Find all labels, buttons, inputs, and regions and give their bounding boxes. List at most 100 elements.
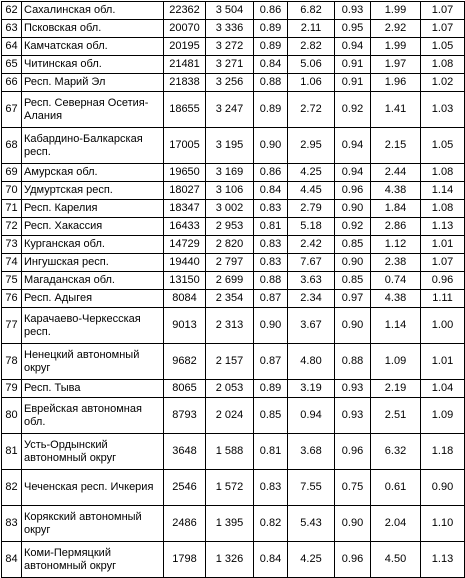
value-1-cell: 8084	[163, 289, 206, 308]
value-6-cell: 1.99	[370, 37, 421, 56]
region-name-cell: Усть-Ордынский автономный округ	[21, 433, 164, 470]
value-1-cell: 1798	[163, 541, 206, 578]
table-row: 67 Респ. Северная Осетия-Алания 18655 3 247…	[1, 91, 465, 128]
value-4-cell: 3.67	[287, 307, 335, 344]
value-3-cell: 0.90	[253, 307, 288, 344]
table-row: 75 Магаданская обл. 13150 2 699 0.88 3.63 0.85…	[1, 271, 465, 290]
value-7-cell: 1.01	[420, 235, 465, 254]
value-6-cell: 0.74	[370, 271, 421, 290]
value-7-cell: 1.01	[420, 343, 465, 380]
table-row: 82 Чеченская респ. Ичкерия 2546 1 572 0.83 7.…	[1, 469, 465, 506]
value-7-cell: 0.90	[420, 469, 465, 506]
value-5-cell: 0.94	[334, 37, 371, 56]
region-name-cell: Удмуртская респ.	[21, 181, 164, 200]
value-7-cell: 1.07	[420, 253, 465, 272]
value-3-cell: 0.83	[253, 469, 288, 506]
value-3-cell: 0.81	[253, 433, 288, 470]
value-7-cell: 1.18	[420, 433, 465, 470]
table-row: 65 Читинская обл. 21481 3 271 0.84 5.06 0.91 1.…	[1, 55, 465, 74]
row-number-cell: 75	[1, 271, 22, 290]
value-2-cell: 2 699	[205, 271, 254, 290]
value-4-cell: 6.82	[287, 1, 335, 20]
value-6-cell: 1.12	[370, 235, 421, 254]
value-7-cell: 1.08	[420, 55, 465, 74]
value-6-cell: 2.51	[370, 397, 421, 434]
value-7-cell: 1.09	[420, 397, 465, 434]
value-1-cell: 13150	[163, 271, 206, 290]
region-name-cell: Камчатская обл.	[21, 37, 164, 56]
value-4-cell: 3.68	[287, 433, 335, 470]
value-5-cell: 0.94	[334, 127, 371, 164]
value-6-cell: 1.41	[370, 91, 421, 128]
value-3-cell: 0.83	[253, 199, 288, 218]
value-6-cell: 4.50	[370, 541, 421, 578]
value-3-cell: 0.89	[253, 379, 288, 398]
value-4-cell: 3.19	[287, 379, 335, 398]
value-3-cell: 0.85	[253, 397, 288, 434]
value-4-cell: 2.72	[287, 91, 335, 128]
region-name-cell: Чеченская респ. Ичкерия	[21, 469, 164, 506]
region-name-cell: Псковская обл.	[21, 19, 164, 38]
value-5-cell: 0.93	[334, 379, 371, 398]
value-3-cell: 0.87	[253, 289, 288, 308]
value-5-cell: 0.95	[334, 19, 371, 38]
value-2-cell: 2 024	[205, 397, 254, 434]
value-2-cell: 1 588	[205, 433, 254, 470]
region-name-cell: Карачаево-Черкесская респ.	[21, 307, 164, 344]
value-7-cell: 1.13	[420, 541, 465, 578]
table-row: 81 Усть-Ордынский автономный округ 3648 1 5…	[1, 433, 465, 470]
value-3-cell: 0.86	[253, 1, 288, 20]
table-row: 72 Респ. Хакассия 16433 2 953 0.81 5.18 0.92 2.…	[1, 217, 465, 236]
row-number-cell: 82	[1, 469, 22, 506]
value-3-cell: 0.87	[253, 343, 288, 380]
region-name-cell: Еврейская автономная обл.	[21, 397, 164, 434]
table-row: 62 Сахалинская обл. 22362 3 504 0.86 6.82 0.93…	[1, 1, 465, 20]
region-name-cell: Читинская обл.	[21, 55, 164, 74]
value-6-cell: 1.96	[370, 73, 421, 92]
value-1-cell: 16433	[163, 217, 206, 236]
value-5-cell: 0.90	[334, 199, 371, 218]
row-number-cell: 63	[1, 19, 22, 38]
value-2-cell: 2 953	[205, 217, 254, 236]
row-number-cell: 77	[1, 307, 22, 344]
table-row: 71 Респ. Карелия 18347 3 002 0.83 2.79 0.90 1.8…	[1, 199, 465, 218]
row-number-cell: 84	[1, 541, 22, 578]
value-7-cell: 1.13	[420, 217, 465, 236]
value-3-cell: 0.83	[253, 235, 288, 254]
value-6-cell: 4.38	[370, 289, 421, 308]
value-2-cell: 3 271	[205, 55, 254, 74]
region-name-cell: Респ. Адыгея	[21, 289, 164, 308]
value-6-cell: 2.86	[370, 217, 421, 236]
table-row: 74 Ингушская респ. 19440 2 797 0.83 7.67 0.90 2…	[1, 253, 465, 272]
value-2-cell: 3 272	[205, 37, 254, 56]
region-name-cell: Магаданская обл.	[21, 271, 164, 290]
value-7-cell: 1.14	[420, 181, 465, 200]
row-number-cell: 65	[1, 55, 22, 74]
region-name-cell: Курганская обл.	[21, 235, 164, 254]
value-1-cell: 19650	[163, 163, 206, 182]
value-1-cell: 9013	[163, 307, 206, 344]
value-2-cell: 2 157	[205, 343, 254, 380]
row-number-cell: 68	[1, 127, 22, 164]
value-1-cell: 9682	[163, 343, 206, 380]
row-number-cell: 62	[1, 1, 22, 20]
table-row: 73 Курганская обл. 14729 2 820 0.83 2.42 0.85 1…	[1, 235, 465, 254]
value-4-cell: 5.43	[287, 505, 335, 542]
value-4-cell: 2.11	[287, 19, 335, 38]
value-4-cell: 1.06	[287, 73, 335, 92]
value-2-cell: 2 354	[205, 289, 254, 308]
table-row: 68 Кабардино-Балкарская респ. 17005 3 195 0.…	[1, 127, 465, 164]
region-name-cell: Респ. Тыва	[21, 379, 164, 398]
region-name-cell: Ненецкий автономный округ	[21, 343, 164, 380]
value-2-cell: 2 053	[205, 379, 254, 398]
value-5-cell: 0.97	[334, 289, 371, 308]
value-7-cell: 1.07	[420, 19, 465, 38]
value-7-cell: 1.10	[420, 505, 465, 542]
table-row: 69 Амурская обл. 19650 3 169 0.86 4.25 0.94 2.4…	[1, 163, 465, 182]
region-name-cell: Кабардино-Балкарская респ.	[21, 127, 164, 164]
value-5-cell: 0.93	[334, 397, 371, 434]
value-2-cell: 3 247	[205, 91, 254, 128]
value-5-cell: 0.96	[334, 181, 371, 200]
region-name-cell: Ингушская респ.	[21, 253, 164, 272]
